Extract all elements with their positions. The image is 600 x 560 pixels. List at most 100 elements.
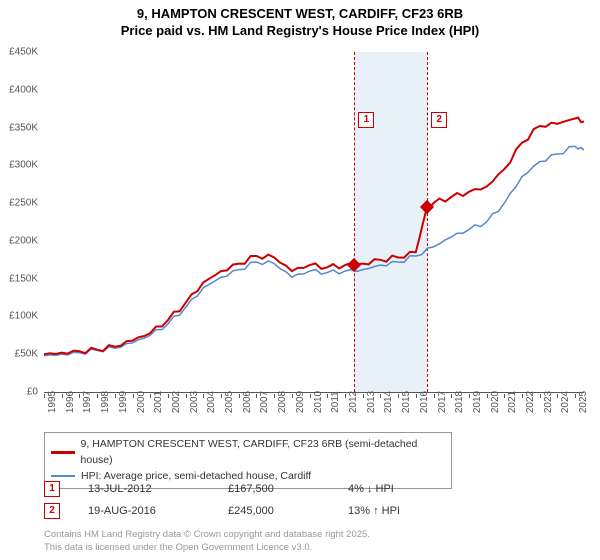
- x-axis-label: 2010: [313, 391, 324, 413]
- series-price_paid: [44, 118, 584, 355]
- sale-date: 19-AUG-2016: [88, 505, 228, 517]
- x-tick: [345, 394, 346, 398]
- x-tick: [168, 394, 169, 398]
- y-axis-label: £250K: [9, 198, 38, 209]
- chart-container: 9, HAMPTON CRESCENT WEST, CARDIFF, CF23 …: [0, 0, 600, 560]
- x-tick: [380, 394, 381, 398]
- footer-attribution: Contains HM Land Registry data © Crown c…: [44, 529, 370, 554]
- x-axis-label: 2002: [171, 391, 182, 413]
- x-tick: [239, 394, 240, 398]
- x-axis-label: 1997: [82, 391, 93, 413]
- title-line-2: Price paid vs. HM Land Registry's House …: [0, 23, 600, 40]
- sale-marker-box: 1: [358, 112, 374, 128]
- x-axis-label: 2013: [366, 391, 377, 413]
- x-tick: [115, 394, 116, 398]
- x-tick: [522, 394, 523, 398]
- x-tick: [540, 394, 541, 398]
- sale-hpi-diff: 4% ↓ HPI: [348, 483, 468, 495]
- x-axis-label: 2006: [242, 391, 253, 413]
- x-tick: [469, 394, 470, 398]
- x-axis-label: 1998: [100, 391, 111, 413]
- sale-row-marker: 1: [44, 481, 60, 497]
- x-tick: [434, 394, 435, 398]
- series-hpi: [44, 146, 584, 355]
- x-tick: [504, 394, 505, 398]
- x-tick: [79, 394, 80, 398]
- y-axis-label: £0: [27, 387, 38, 398]
- x-axis-label: 2000: [136, 391, 147, 413]
- x-axis-label: 1996: [65, 391, 76, 413]
- legend-label: 9, HAMPTON CRESCENT WEST, CARDIFF, CF23 …: [81, 437, 445, 469]
- sale-price: £167,500: [228, 483, 348, 495]
- x-axis-label: 2015: [401, 391, 412, 413]
- x-tick: [292, 394, 293, 398]
- x-axis-label: 2017: [437, 391, 448, 413]
- x-axis-label: 2011: [330, 391, 341, 413]
- y-axis-label: £100K: [9, 311, 38, 322]
- x-tick: [186, 394, 187, 398]
- sales-table: 1 13-JUL-2012£167,5004% ↓ HPI 2 19-AUG-2016…: [44, 478, 584, 522]
- x-axis-label: 2008: [277, 391, 288, 413]
- x-axis-label: 2023: [543, 391, 554, 413]
- sale-marker-box: 2: [431, 112, 447, 128]
- x-axis-label: 2020: [490, 391, 501, 413]
- x-tick: [575, 394, 576, 398]
- x-axis-label: 2014: [383, 391, 394, 413]
- footer-line-2: This data is licensed under the Open Gov…: [44, 542, 370, 554]
- legend-swatch: [51, 451, 75, 454]
- y-axis-label: £350K: [9, 122, 38, 133]
- footer-line-1: Contains HM Land Registry data © Crown c…: [44, 529, 370, 541]
- x-tick: [97, 394, 98, 398]
- x-tick: [133, 394, 134, 398]
- title-line-1: 9, HAMPTON CRESCENT WEST, CARDIFF, CF23 …: [0, 6, 600, 23]
- sale-row-marker: 2: [44, 503, 60, 519]
- x-axis: 1995 1996 1997 1998 1999 2000 2001 2002 2003 2004…: [44, 394, 584, 434]
- x-axis-label: 2018: [454, 391, 465, 413]
- legend-item-price-paid: 9, HAMPTON CRESCENT WEST, CARDIFF, CF23 …: [51, 437, 445, 469]
- x-axis-label: 2004: [206, 391, 217, 413]
- x-tick: [398, 394, 399, 398]
- x-axis-label: 2025: [578, 391, 589, 413]
- x-tick: [203, 394, 204, 398]
- x-tick: [310, 394, 311, 398]
- y-axis-label: £400K: [9, 84, 38, 95]
- plot-area: 12: [44, 52, 584, 393]
- sale-row: 2 19-AUG-2016£245,00013% ↑ HPI: [44, 500, 584, 522]
- x-tick: [363, 394, 364, 398]
- x-axis-label: 2019: [472, 391, 483, 413]
- x-axis-label: 2005: [224, 391, 235, 413]
- sale-hpi-diff: 13% ↑ HPI: [348, 505, 468, 517]
- y-axis-label: £150K: [9, 273, 38, 284]
- x-axis-label: 1999: [118, 391, 129, 413]
- x-axis-label: 2024: [560, 391, 571, 413]
- y-axis-label: £50K: [15, 349, 38, 360]
- x-axis-label: 2001: [153, 391, 164, 413]
- x-tick: [327, 394, 328, 398]
- sale-row: 1 13-JUL-2012£167,5004% ↓ HPI: [44, 478, 584, 500]
- x-axis-label: 1995: [47, 391, 58, 413]
- x-tick: [150, 394, 151, 398]
- sale-date: 13-JUL-2012: [88, 483, 228, 495]
- x-tick: [221, 394, 222, 398]
- sale-price: £245,000: [228, 505, 348, 517]
- y-axis-label: £300K: [9, 160, 38, 171]
- x-tick: [62, 394, 63, 398]
- x-axis-label: 2016: [419, 391, 430, 413]
- x-axis-label: 2012: [348, 391, 359, 413]
- x-axis-label: 2003: [189, 391, 200, 413]
- x-tick: [451, 394, 452, 398]
- x-tick: [557, 394, 558, 398]
- x-axis-label: 2022: [525, 391, 536, 413]
- title-block: 9, HAMPTON CRESCENT WEST, CARDIFF, CF23 …: [0, 0, 600, 40]
- y-axis: £0£50K£100K£150K£200K£250K£300K£350K£400…: [0, 52, 40, 392]
- x-axis-label: 2009: [295, 391, 306, 413]
- x-tick: [416, 394, 417, 398]
- x-tick: [256, 394, 257, 398]
- x-axis-label: 2021: [507, 391, 518, 413]
- x-tick: [487, 394, 488, 398]
- chart-svg: [44, 52, 584, 392]
- x-tick: [44, 394, 45, 398]
- x-tick: [274, 394, 275, 398]
- x-axis-label: 2007: [259, 391, 270, 413]
- y-axis-label: £450K: [9, 47, 38, 58]
